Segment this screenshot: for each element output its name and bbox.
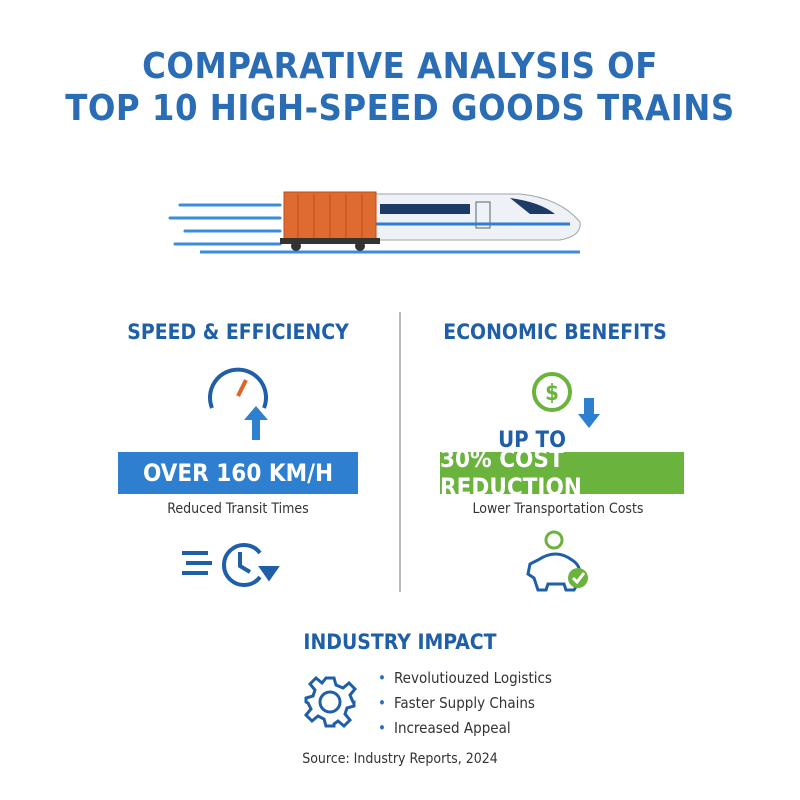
section-heading: SPEED & EFFICIENCY <box>127 320 349 344</box>
impact-list: Revolutiouzed Logistics Faster Supply Ch… <box>378 666 552 741</box>
source: Source: Industry Reports, 2024 <box>302 751 498 767</box>
highlight-band: OVER 160 KM/H <box>118 452 358 494</box>
section-heading: INDUSTRY IMPACT <box>303 630 497 654</box>
list-item: Faster Supply Chains <box>378 691 552 716</box>
prefix: UP TO <box>498 428 566 453</box>
title-line: COMPARATIVE ANALYSIS OF <box>142 46 658 87</box>
list-item: Increased Appeal <box>378 716 552 741</box>
section-heading: ECONOMIC BENEFITS <box>443 320 667 344</box>
caption: Reduced Transit Times <box>167 501 309 517</box>
highlight-band: 30% COST REDUCTION <box>440 445 684 501</box>
svg-text:$: $ <box>545 381 559 406</box>
title-line: TOP 10 HIGH-SPEED GOODS TRAINS <box>65 88 735 129</box>
clock-icon <box>182 543 280 587</box>
caption: Lower Transportation Costs <box>472 501 644 517</box>
dollar-icon: $ <box>532 372 600 428</box>
speedometer-icon <box>208 367 268 440</box>
gear-icon <box>303 675 358 729</box>
train <box>168 191 581 254</box>
list-item: Revolutiouzed Logistics <box>378 666 552 691</box>
piggy-icon <box>526 530 588 592</box>
